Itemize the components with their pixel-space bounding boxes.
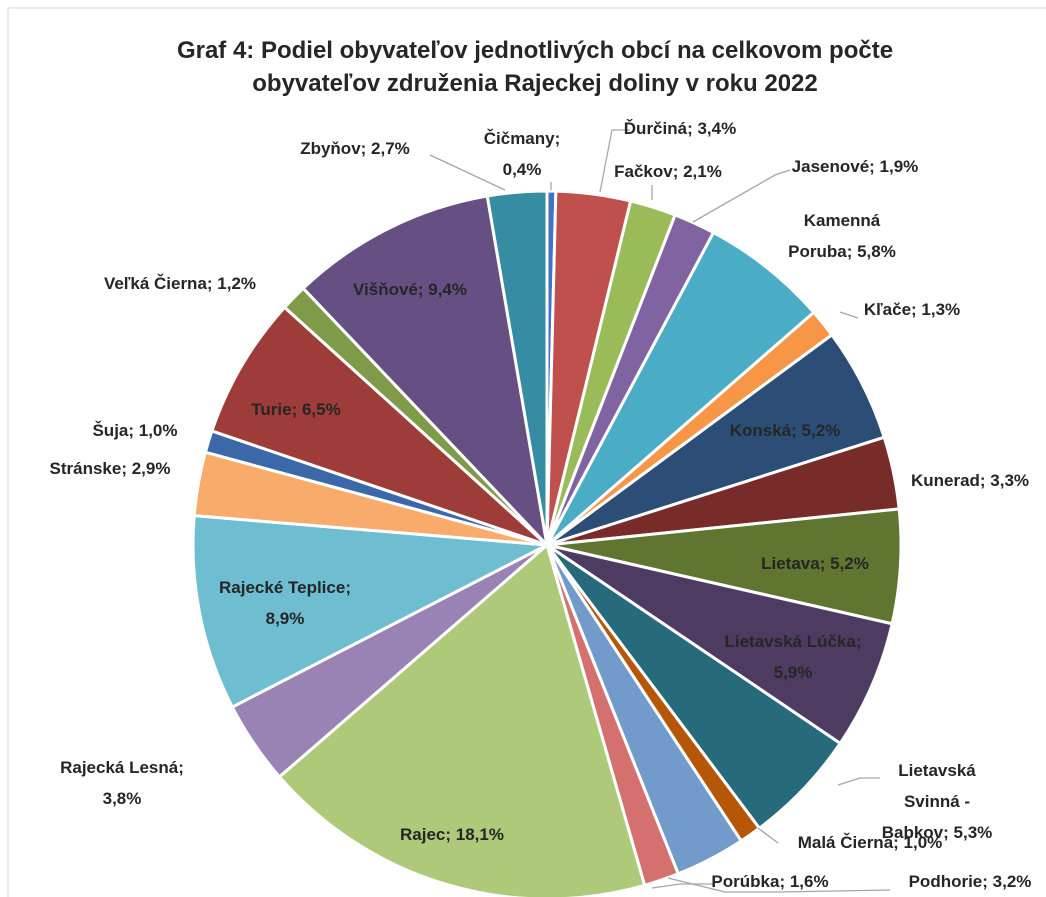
text-line: Rajecké Teplice; xyxy=(219,578,351,597)
pie-slice xyxy=(301,194,550,550)
text-line: Babkov; 5,3% xyxy=(882,823,993,842)
text-line: Graf 4: Podiel obyvateľov jednotlivých o… xyxy=(177,37,893,64)
data-label: Zbyňov; 2,7% xyxy=(300,139,410,158)
leader-lines xyxy=(429,129,891,893)
data-label: Rajecké Teplice; 8,9% xyxy=(219,578,351,628)
text-line: obyvateľov združenia Rajeckej doliny v r… xyxy=(252,70,817,97)
pie xyxy=(191,189,903,897)
labels: Čičmany; 0,4% Ďurčiná; 3,4% Fačkov; 2,1% Jas… xyxy=(50,119,1032,891)
pie-slice xyxy=(191,513,553,710)
data-label: Turie; 6,5% xyxy=(251,400,340,419)
text-line: Lietavská Lúčka; xyxy=(724,632,861,651)
text-line: Poruba; 5,8% xyxy=(788,242,896,261)
text-line: Rajec; 18,1% xyxy=(400,825,504,844)
pie-slice xyxy=(209,305,549,547)
text-line: Višňové; 9,4% xyxy=(353,280,467,299)
data-label: Ďurčiná; 3,4% xyxy=(624,119,736,138)
data-label: Čičmany; 0,4% xyxy=(484,129,561,179)
data-label: Šuja; 1,0% xyxy=(92,421,177,440)
data-label: Lietava; 5,2% xyxy=(761,554,869,573)
text-line: Šuja; 1,0% xyxy=(92,421,177,440)
data-label: Rajec; 18,1% xyxy=(400,825,504,844)
text-line: Ďurčiná; 3,4% xyxy=(624,119,736,138)
text-line: Porúbka; 1,6% xyxy=(711,872,828,891)
text-line: 3,8% xyxy=(103,789,142,808)
data-label: Kunerad; 3,3% xyxy=(911,471,1029,490)
pie-slice xyxy=(277,542,647,897)
pie-slice xyxy=(545,230,816,547)
text-line: Kunerad; 3,3% xyxy=(911,471,1029,490)
text-line: Zbyňov; 2,7% xyxy=(300,139,410,158)
data-label: Podhorie; 3,2% xyxy=(909,872,1032,891)
text-line: Kamenná xyxy=(804,211,881,230)
leader-line xyxy=(651,883,715,889)
text-line: Veľká Čierna; 1,2% xyxy=(104,274,256,293)
text-line: 0,4% xyxy=(503,160,542,179)
text-line: 5,9% xyxy=(774,663,813,682)
leader-line xyxy=(692,169,791,223)
leader-line xyxy=(837,777,880,786)
data-label: Lietavská Lúčka; 5,9% xyxy=(724,632,861,682)
data-label: Stránske; 2,9% xyxy=(50,459,171,478)
data-label: Malá Čierna; 1,0% xyxy=(798,833,943,852)
text-line: Lietava; 5,2% xyxy=(761,554,869,573)
text-line: Lietavská xyxy=(898,761,976,780)
leader-line xyxy=(599,129,630,193)
data-label: Kľače; 1,3% xyxy=(864,300,960,319)
leader-line xyxy=(839,311,859,319)
text-line: Fačkov; 2,1% xyxy=(614,162,722,181)
data-label: Lietavská Svinná - Babkov; 5,3% xyxy=(882,761,993,842)
leader-line xyxy=(429,154,506,191)
pie-slice xyxy=(485,189,549,546)
text-line: Rajecká Lesná; xyxy=(60,758,184,777)
text-line: Stránske; 2,9% xyxy=(50,459,171,478)
leader-line xyxy=(667,877,891,893)
leader-line xyxy=(757,827,779,844)
data-label: Višňové; 9,4% xyxy=(353,280,467,299)
data-label: Porúbka; 1,6% xyxy=(711,872,828,891)
data-label: Konská; 5,2% xyxy=(730,421,841,440)
data-label: Kamenná Poruba; 5,8% xyxy=(788,211,896,261)
text-line: Jasenové; 1,9% xyxy=(792,157,919,176)
text-line: Konská; 5,2% xyxy=(730,421,841,440)
data-label: Rajecká Lesná; 3,8% xyxy=(60,758,184,808)
text-line: Podhorie; 3,2% xyxy=(909,872,1032,891)
pie-slice xyxy=(546,543,894,746)
text-line: Turie; 6,5% xyxy=(251,400,340,419)
text-line: Svinná - xyxy=(904,792,970,811)
text-line: Malá Čierna; 1,0% xyxy=(798,833,943,852)
chart-title: Graf 4: Podiel obyvateľov jednotlivých o… xyxy=(177,37,893,97)
data-label: Fačkov; 2,1% xyxy=(614,162,722,181)
text-line: Čičmany; xyxy=(484,129,561,148)
text-line: 8,9% xyxy=(266,609,305,628)
text-line: Kľače; 1,3% xyxy=(864,300,960,319)
data-label: Veľká Čierna; 1,2% xyxy=(104,274,256,293)
data-label: Jasenové; 1,9% xyxy=(792,157,919,176)
